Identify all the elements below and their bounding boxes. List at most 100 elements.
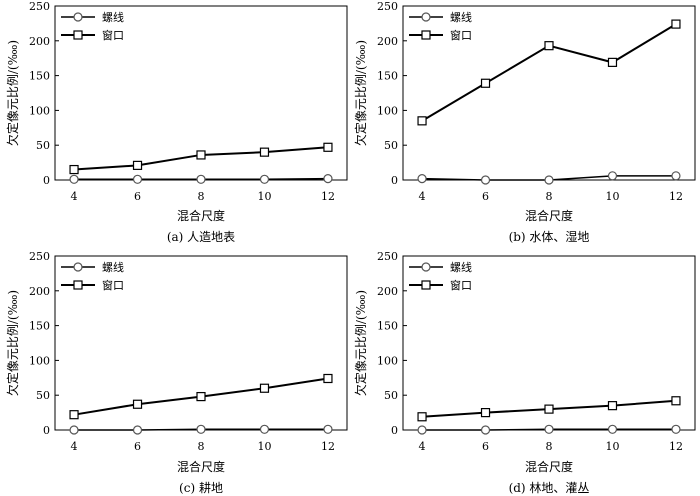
data-point-square: [544, 41, 554, 51]
x-tick-label: 10: [257, 440, 271, 453]
x-tick-label: 10: [605, 190, 619, 203]
x-tick-label: 12: [321, 190, 335, 203]
x-axis-title: 混合尺度: [177, 208, 225, 223]
data-point-circle: [607, 171, 618, 181]
data-point-square: [544, 404, 554, 414]
panel-caption: (a) 人造地表: [167, 230, 235, 244]
series-circle: [69, 424, 333, 435]
data-point-circle: [671, 171, 681, 181]
x-tick-label: 6: [482, 440, 489, 453]
chart-panel-0: 0 50 100 150 200 250 4 6 8 10 12 混合尺度 欠定像元比例/(‱) (a) …: [5, 0, 348, 244]
panel-caption: (b) 水体、湿地: [509, 229, 590, 244]
data-point-circle: [69, 174, 79, 184]
x-tick-label: 10: [257, 190, 271, 203]
x-tick-label: 8: [546, 190, 553, 203]
y-tick-label: 0: [43, 174, 50, 187]
chart-panel-1: 0 50 100 150 200 250 4 6 8 10 12 混合尺度 欠定像元比例/(‱) (b) …: [353, 0, 696, 244]
y-tick-label: 100: [29, 354, 50, 367]
x-tick-label: 6: [482, 190, 489, 203]
data-point-circle: [480, 425, 491, 435]
legend-marker-circle: [73, 262, 83, 272]
y-tick-label: 50: [384, 389, 398, 402]
data-point-square: [671, 396, 681, 406]
y-tick-label: 250: [377, 0, 398, 13]
data-point-square: [323, 373, 333, 384]
y-axis-title: 欠定像元比例/(‱): [5, 40, 20, 146]
data-point-circle: [323, 424, 333, 434]
x-tick-label: 4: [419, 440, 426, 453]
x-tick-label: 8: [546, 440, 553, 453]
legend-label: 螺线: [102, 260, 124, 274]
panel-caption: (d) 林地、灌丛: [509, 481, 590, 495]
chart-panel-2: 0 50 100 150 200 250 4 6 8 10 12 混合尺度 欠定像元比例/(‱) (c) …: [5, 250, 348, 495]
y-tick-label: 50: [36, 139, 50, 152]
series-circle: [417, 171, 681, 185]
y-axis-title: 欠定像元比例/(‱): [353, 40, 368, 146]
y-tick-label: 0: [43, 424, 50, 437]
x-tick-label: 10: [605, 440, 619, 453]
data-point-circle: [259, 174, 270, 184]
x-tick-label: 4: [71, 440, 78, 453]
y-tick-label: 200: [29, 285, 50, 298]
y-tick-label: 250: [377, 250, 398, 263]
data-point-circle: [196, 424, 206, 434]
y-tick-label: 200: [377, 35, 398, 48]
legend-marker-square: [421, 30, 431, 40]
x-tick-label: 12: [321, 440, 335, 453]
x-tick-label: 8: [198, 190, 205, 203]
legend-label: 窗口: [450, 278, 472, 292]
legend-label: 螺线: [450, 10, 472, 24]
x-axis-title: 混合尺度: [525, 459, 573, 474]
data-point-square: [196, 150, 206, 160]
legend-label: 窗口: [102, 28, 124, 42]
x-tick-label: 12: [669, 440, 683, 453]
data-point-circle: [607, 424, 618, 434]
data-point-circle: [671, 424, 681, 434]
data-point-square: [259, 383, 270, 393]
y-tick-label: 200: [377, 285, 398, 298]
data-point-square: [132, 160, 143, 170]
legend-label: 窗口: [102, 278, 124, 292]
x-tick-label: 12: [669, 190, 683, 203]
plot-frame: [402, 5, 696, 181]
x-tick-label: 8: [198, 440, 205, 453]
x-tick-label: 6: [134, 190, 141, 203]
data-point-circle: [480, 175, 491, 185]
y-tick-label: 50: [384, 139, 398, 152]
series-square: [417, 19, 681, 126]
series-circle: [69, 174, 333, 184]
y-tick-label: 100: [377, 104, 398, 117]
y-tick-label: 250: [29, 250, 50, 263]
panel-caption: (c) 耕地: [179, 480, 223, 495]
y-tick-label: 150: [29, 70, 50, 83]
y-tick-label: 0: [391, 174, 398, 187]
data-point-square: [607, 401, 618, 411]
data-point-circle: [132, 425, 143, 435]
y-axis-title: 欠定像元比例/(‱): [353, 290, 368, 396]
data-point-square: [417, 116, 427, 126]
plot-frame: [402, 255, 696, 431]
data-point-square: [607, 57, 618, 67]
y-tick-label: 50: [36, 389, 50, 402]
data-point-circle: [323, 174, 333, 184]
x-axis-title: 混合尺度: [525, 208, 573, 223]
legend-label: 窗口: [450, 28, 472, 42]
data-point-square: [323, 142, 333, 152]
legend-label: 螺线: [102, 10, 124, 24]
data-point-circle: [259, 424, 270, 434]
series-square: [69, 142, 333, 175]
plot-frame: [54, 255, 348, 431]
data-point-square: [259, 147, 270, 157]
legend-marker-circle: [421, 12, 431, 22]
data-point-circle: [69, 425, 79, 435]
legend-marker-square: [421, 280, 431, 290]
data-point-circle: [544, 424, 554, 434]
y-tick-label: 150: [377, 70, 398, 83]
x-axis-title: 混合尺度: [177, 459, 225, 474]
data-point-square: [480, 408, 491, 418]
data-point-square: [417, 412, 427, 422]
